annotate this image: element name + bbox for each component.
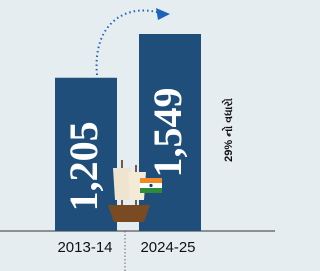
x-tick-label: 2024-25 [140, 239, 195, 256]
x-tick-label: 2013-14 [57, 239, 112, 256]
value-label: 1,549 [145, 88, 190, 178]
chart: 1,205 1,549 29% નો વધારો 2013-14 2024-25 [0, 0, 275, 271]
page: {"chart_data": {"type": "bar", "categori… [0, 0, 320, 271]
value-label: 1,205 [61, 121, 106, 211]
annotation: 29% નો વધારો [221, 98, 235, 162]
